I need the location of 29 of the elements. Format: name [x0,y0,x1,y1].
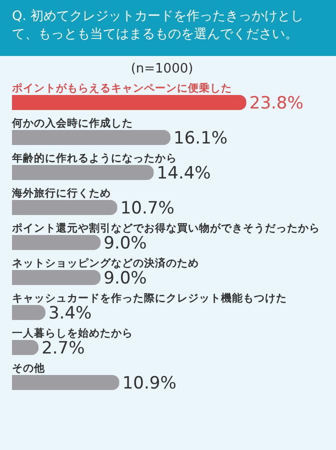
y-tick-label: 海外旅行に行くため [11,186,111,200]
data-label: 23.8% [249,94,304,114]
chart-subtitle: (n=1000) [130,62,194,76]
data-label: 10.7% [120,198,174,218]
y-tick-label: ポイントがもらえるキャンペーンに便乗した [11,82,232,94]
y-tick-label: ポイント還元や割引などでお得な買い物ができそうだったから [11,222,320,234]
bar [12,165,154,180]
y-tick-label: 何かの入会時に作成した [11,116,133,130]
data-label: 2.7% [42,338,85,358]
data-label: 10.9% [122,374,176,394]
y-tick-label: ネットショッピングなどの決済のため [12,256,199,270]
bar [12,200,118,215]
data-label: 14.4% [156,164,211,184]
y-tick-label: その他 [12,362,46,374]
y-tick-label: キャッシュカードを作った際にクレジット機能もつけた [12,292,287,304]
y-tick-label: 一人暮らしを始めたから [12,326,133,340]
bar [12,375,120,390]
bar [12,340,39,355]
bar [12,95,246,110]
data-label: 16.1% [174,128,228,148]
data-label: 9.0% [104,268,147,288]
chart-title: Q. 初めてクレジットカードを作ったきっかけとして、もっとも当てはまるものを選んでください。 [0,0,336,56]
bar [12,305,46,320]
y-tick-label: 年齢的に作れるようになったから [11,152,177,164]
data-label: 9.0% [104,234,147,254]
bar [12,235,101,250]
bar [12,270,101,285]
data-label: 3.4% [48,304,92,324]
bar [12,130,171,145]
